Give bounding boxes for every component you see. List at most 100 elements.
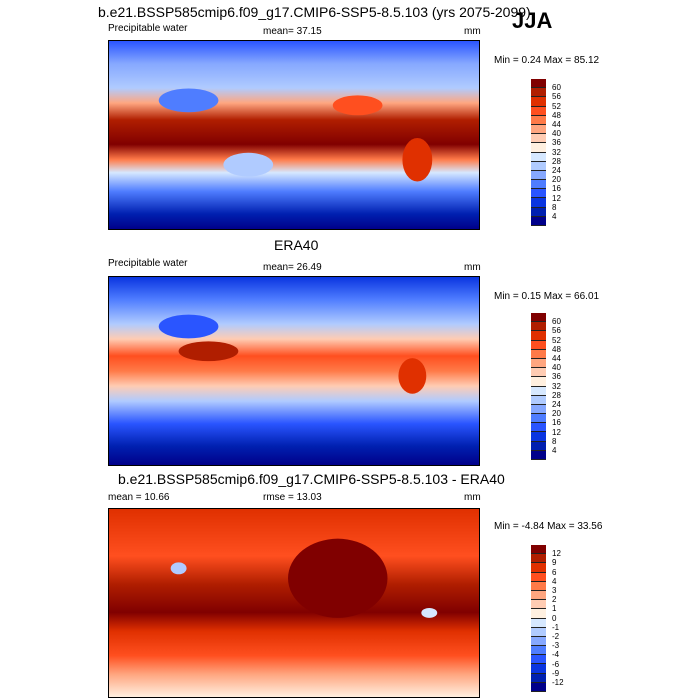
colorbar-box: [531, 590, 546, 601]
colorbar-box: [531, 377, 546, 387]
colorbar-tick-label: 48: [552, 110, 561, 120]
colorbar-box: [531, 124, 546, 135]
colorbar-tick-label: 60: [552, 83, 561, 93]
colorbar-tick-label: -1: [552, 622, 560, 632]
colorbar-tick-label: 12: [552, 193, 561, 203]
colorbar-tick-label: 24: [552, 166, 561, 175]
colorbar-tick-label: 0: [552, 613, 557, 623]
colorbar-box: [531, 115, 546, 125]
panel-2-title: ERA40: [274, 237, 319, 253]
panel-3-colorbar: [531, 545, 546, 692]
colorbar-box: [531, 358, 546, 369]
colorbar-box: [531, 207, 546, 217]
colorbar-tick-label: 16: [552, 184, 561, 194]
colorbar-tick-label: 32: [552, 381, 561, 391]
panel-3-feature: [170, 562, 187, 575]
panel-2-feature: [158, 314, 219, 339]
colorbar-tick-label: 20: [552, 175, 561, 185]
panel-1-feature: [332, 95, 383, 116]
colorbar-box: [531, 106, 546, 116]
panel-2-minmax: Min = 0.15 Max = 66.01: [494, 291, 600, 302]
colorbar-tick-label: 4: [552, 212, 557, 221]
panel-3-field: [109, 509, 479, 697]
panel-2-map: [108, 276, 480, 466]
colorbar-box: [531, 170, 546, 181]
colorbar-tick-label: 2: [552, 595, 557, 605]
panel-3-rmse: rmse = 13.03: [263, 492, 322, 503]
colorbar-tick-label: 24: [552, 400, 561, 409]
colorbar-box: [531, 349, 546, 359]
colorbar-tick-label: 4: [552, 576, 557, 586]
colorbar-box: [531, 627, 546, 637]
panel-3-feature: [421, 607, 438, 618]
panel-3-mean: mean = 10.66: [108, 492, 170, 503]
colorbar-box: [531, 581, 546, 591]
panel-2-feature: [178, 341, 239, 362]
colorbar-box: [531, 404, 546, 415]
colorbar-box: [531, 331, 546, 341]
panel-2-units: mm: [464, 262, 481, 273]
colorbar-box: [531, 189, 546, 199]
colorbar-tick-label: 32: [552, 147, 561, 157]
panel-3-title: b.e21.BSSP585cmip6.f09_g17.CMIP6-SSP5-8.…: [118, 471, 505, 487]
panel-3-minmax: Min = -4.84 Max = 33.56: [494, 521, 603, 532]
colorbar-tick-label: 3: [552, 586, 557, 595]
colorbar-box: [531, 636, 546, 647]
colorbar-box: [531, 152, 546, 162]
colorbar-tick-label: -3: [552, 641, 560, 651]
panel-1-map: [108, 40, 480, 230]
panel-1-feature: [158, 88, 219, 113]
colorbar-tick-label: 56: [552, 92, 561, 102]
panel-3-map: [108, 508, 480, 698]
colorbar-box: [531, 414, 546, 424]
colorbar-box: [531, 322, 546, 332]
colorbar-tick-label: 12: [552, 427, 561, 437]
panel-2-feature: [398, 358, 427, 394]
colorbar-box: [531, 609, 546, 619]
colorbar-tick-label: -2: [552, 632, 560, 641]
panel-1-colorbar: [531, 79, 546, 226]
colorbar-box: [531, 161, 546, 171]
panel-1-minmax: Min = 0.24 Max = 85.12: [494, 55, 600, 66]
colorbar-box: [531, 572, 546, 582]
colorbar-box: [531, 450, 546, 460]
colorbar-box: [531, 664, 546, 674]
colorbar-tick-label: 44: [552, 354, 561, 363]
panel-1-mean: mean= 37.15: [263, 26, 322, 37]
colorbar-box: [531, 673, 546, 683]
colorbar-box: [531, 655, 546, 665]
colorbar-tick-label: 28: [552, 390, 561, 400]
colorbar-tick-label: 52: [552, 335, 561, 345]
panel-1-variable-label: Precipitable water: [108, 23, 188, 34]
panel-2-variable-label: Precipitable water: [108, 258, 188, 269]
colorbar-tick-label: 52: [552, 101, 561, 111]
panel-3-feature: [288, 538, 388, 618]
colorbar-tick-label: 48: [552, 344, 561, 354]
panel-2-mean: mean= 26.49: [263, 262, 322, 273]
colorbar-box: [531, 143, 546, 153]
colorbar-box: [531, 600, 546, 610]
colorbar-box: [531, 682, 546, 692]
colorbar-box: [531, 198, 546, 208]
colorbar-tick-label: -12: [552, 678, 564, 687]
colorbar-box: [531, 395, 546, 405]
colorbar-box: [531, 134, 546, 144]
colorbar-box: [531, 97, 546, 107]
colorbar-box: [531, 441, 546, 451]
colorbar-tick-label: 4: [552, 446, 557, 455]
colorbar-tick-label: 9: [552, 558, 557, 568]
colorbar-tick-label: 28: [552, 156, 561, 166]
panel-3-units: mm: [464, 492, 481, 503]
colorbar-box: [531, 88, 546, 98]
panel-1-title: b.e21.BSSP585cmip6.f09_g17.CMIP6-SSP5-8.…: [98, 4, 531, 20]
colorbar-tick-label: 40: [552, 363, 561, 373]
panel-1-feature: [223, 152, 274, 177]
panel-1-feature: [402, 137, 433, 182]
colorbar-box: [531, 432, 546, 442]
panel-1-units: mm: [464, 26, 481, 37]
colorbar-tick-label: 8: [552, 436, 557, 446]
colorbar-box: [531, 618, 546, 628]
colorbar-tick-label: 56: [552, 326, 561, 336]
colorbar-tick-label: 36: [552, 372, 561, 382]
